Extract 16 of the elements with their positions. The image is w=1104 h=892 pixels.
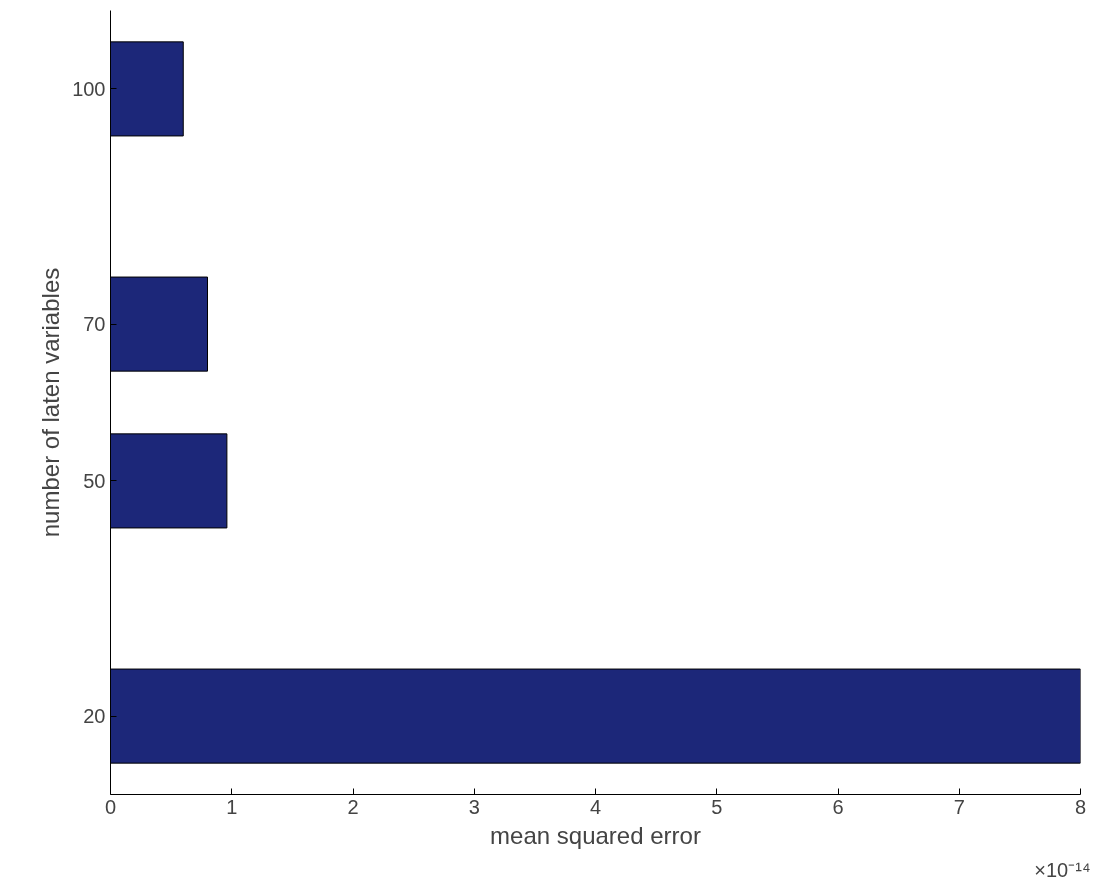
x-tick-label: 3 xyxy=(468,795,480,818)
x-tick-label: 6 xyxy=(832,795,844,818)
x-tick-label: 2 xyxy=(347,795,359,818)
y-tick-label: 20 xyxy=(83,705,106,728)
y-tick-label: 70 xyxy=(83,313,106,336)
y-axis-title: number of laten variables xyxy=(37,267,65,538)
x-tick-label: 1 xyxy=(226,795,238,818)
x-tick-label: 7 xyxy=(953,795,965,818)
y-tick-label: 50 xyxy=(83,469,106,492)
x-axis-title: mean squared error xyxy=(490,821,701,849)
x-tick-label: 5 xyxy=(711,795,723,818)
text: ×10⁻¹⁴ xyxy=(1034,858,1091,881)
x-tick-label: 4 xyxy=(589,795,602,818)
x-tick-label: 0 xyxy=(104,795,117,818)
y-tick-label: 100 xyxy=(72,77,106,100)
x-tick-label: 8 xyxy=(1074,795,1087,818)
